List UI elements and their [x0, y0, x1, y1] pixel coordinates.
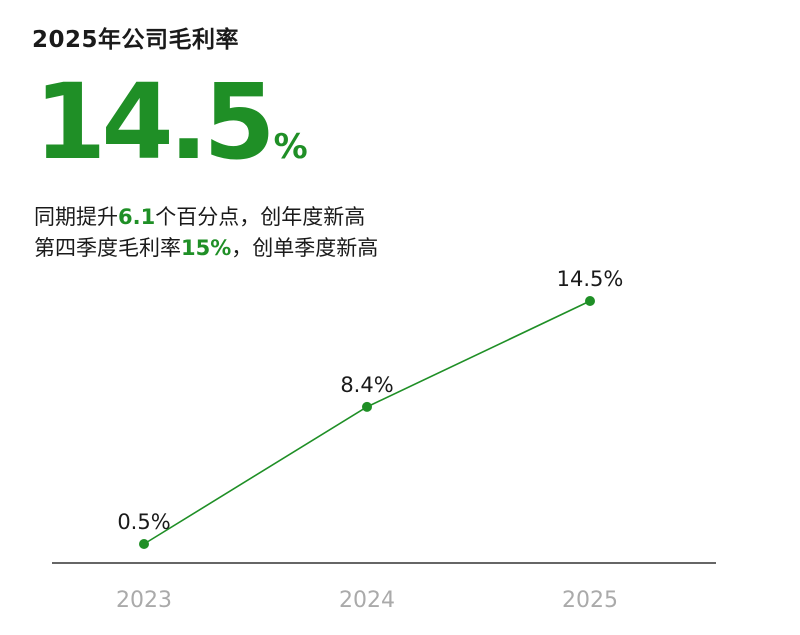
- subtitle-line-2-highlight: 15%: [181, 236, 232, 260]
- headline-value: 14.5: [34, 61, 276, 183]
- subtitle-line-2-before: 第四季度毛利率: [34, 236, 181, 260]
- data-label: 14.5%: [557, 267, 624, 291]
- subtitle-line-1-before: 同期提升: [34, 205, 118, 229]
- x-tick-label: 2023: [116, 588, 172, 613]
- headline-unit: %: [273, 127, 308, 167]
- data-point: [585, 296, 595, 306]
- subtitle-line-2: 第四季度毛利率15%，创单季度新高: [34, 234, 378, 262]
- series-line: [143, 300, 591, 545]
- data-point: [139, 539, 149, 549]
- subtitle-line-2-after: ，创单季度新高: [231, 236, 379, 260]
- subtitle-line-1-after: 个百分点，创年度新高: [155, 205, 366, 229]
- headline-metric: 14.5%: [34, 66, 308, 178]
- subtitle-line-1: 同期提升6.1个百分点，创年度新高: [34, 203, 365, 231]
- x-tick-label: 2025: [562, 588, 618, 613]
- x-tick-label: 2024: [339, 588, 395, 613]
- data-point: [362, 401, 372, 412]
- data-label: 0.5%: [117, 510, 170, 534]
- chart-title: 2025年公司毛利率: [32, 27, 240, 53]
- data-label: 8.4%: [340, 373, 393, 397]
- subtitle-line-1-highlight: 6.1: [118, 205, 156, 229]
